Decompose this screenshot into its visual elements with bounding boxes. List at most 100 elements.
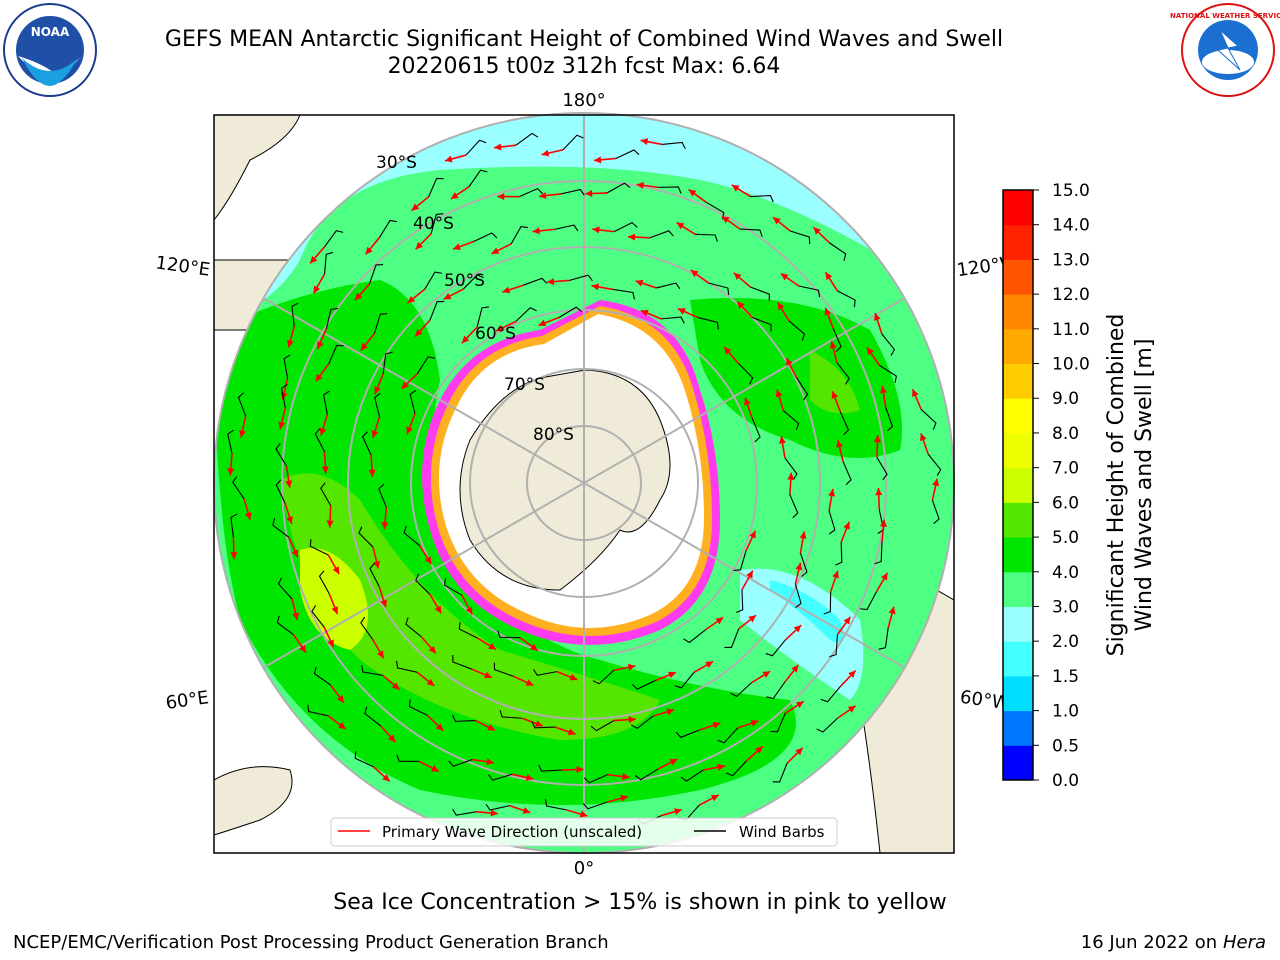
wind-barb [630, 715, 654, 730]
footer-organization: NCEP/EMC/Verification Post Processing Pr… [13, 932, 609, 953]
wave-arrow-head [791, 664, 799, 673]
wind-barb [519, 187, 543, 198]
wind-barb [772, 763, 788, 783]
wave-arrow-head [843, 616, 851, 625]
wind-barb [230, 513, 238, 538]
wave-arrow-head [787, 472, 795, 480]
wave-arrow-head [424, 556, 432, 565]
lat-label-30s: 30°S [376, 153, 417, 173]
wave-arrow-head [525, 679, 534, 686]
wind-barb [837, 290, 856, 308]
colorbar-segment [1003, 294, 1033, 330]
legend-wave-label: Primary Wave Direction (unscaled) [382, 823, 642, 841]
sea-ice-and-antarctica [422, 300, 720, 645]
wind-barb [765, 639, 786, 657]
wind-barb [237, 392, 247, 417]
wave-arrow-head [579, 810, 588, 818]
wind-barb [429, 301, 445, 321]
wave-arrow-head [534, 720, 543, 727]
lon-label-0: 0° [574, 858, 594, 879]
wind-barb [396, 660, 418, 673]
wave-arrow-head [593, 156, 602, 164]
wind-barb [590, 720, 615, 732]
wave-arrow-head [847, 705, 856, 713]
wave-arrow-head [239, 429, 246, 438]
wind-barb [369, 562, 380, 587]
wave-arrow-head [731, 184, 740, 192]
wind-barb [829, 634, 839, 658]
colorbar-segment [1003, 537, 1033, 573]
wind-barb [408, 699, 428, 716]
wave-arrow-head [795, 562, 803, 571]
wind-barb [311, 605, 325, 628]
wave-arrow-head [591, 283, 599, 291]
wind-barb [560, 188, 585, 196]
wind-barb [752, 317, 772, 332]
wave-arrow-head [848, 670, 856, 678]
wave-arrow-head [490, 809, 498, 817]
wind-barb [634, 768, 659, 781]
wind-barb [364, 706, 381, 727]
wave-arrow-head [733, 272, 742, 281]
wind-barb [799, 552, 808, 577]
wave-arrow-head [780, 273, 789, 281]
wind-barb [885, 407, 894, 432]
colorbar-tick-label: 7.0 [1052, 459, 1079, 479]
wave-arrow-head [539, 192, 547, 200]
wind-barb [631, 680, 656, 690]
wind-barb [378, 483, 387, 508]
colorbar-tick-label: 10.0 [1052, 355, 1090, 375]
chart-subtitle: 20220615 t00z 312h fcst Max: 6.64 [387, 54, 781, 79]
colorbar-tick-label: 15.0 [1052, 181, 1090, 201]
wind-barb [485, 803, 510, 811]
wind-barb [476, 306, 489, 328]
wave-arrow-head [278, 421, 286, 430]
colorbar-segment [1003, 745, 1033, 781]
wind-barb [860, 591, 877, 611]
colorbar-segment [1003, 432, 1033, 469]
wind-barb [493, 662, 514, 677]
wind-barb [276, 615, 294, 636]
lon-label-60e: 60°E [164, 687, 210, 714]
colorbar-label-line1: Significant Height of Combined [1104, 314, 1129, 657]
map-frame-border [213, 114, 955, 854]
wave-arrow-head [831, 391, 839, 399]
colorbar-tick-label: 2.0 [1052, 632, 1079, 652]
wind-barb [788, 320, 806, 341]
chart-title: GEFS MEAN Antarctic Significant Height o… [164, 27, 1004, 52]
lat-label-50s: 50°S [444, 271, 485, 291]
wave-arrow-head [415, 241, 424, 250]
wind-barb [515, 307, 537, 322]
wave-arrow-head [360, 342, 368, 351]
wave-arrow-head [443, 292, 452, 300]
wind-barb [881, 333, 896, 356]
wave-arrow-head [338, 722, 346, 730]
wave-arrow-head [486, 758, 494, 766]
wind-barb [452, 655, 472, 670]
wind-barb [313, 666, 332, 686]
wave-arrow-head [873, 313, 881, 321]
wind-barb [448, 759, 473, 767]
wave-arrow-head [319, 427, 327, 436]
wind-barb [465, 139, 487, 156]
wave-arrow-head [406, 426, 413, 435]
wind-barb [568, 274, 593, 282]
colorbar-segment [1003, 641, 1033, 677]
colorbar-tick-label: 6.0 [1052, 493, 1079, 513]
wind-barb [405, 617, 422, 638]
colorbar-segment [1003, 467, 1033, 503]
wave-arrow-head [426, 678, 435, 686]
wave-arrow-head [836, 440, 843, 448]
wave-arrow-head [444, 155, 453, 163]
wind-barb [458, 622, 478, 639]
wave-arrow-head [666, 708, 675, 716]
wave-arrow-head [355, 292, 363, 301]
wave-arrow-head [401, 381, 409, 389]
wind-barb [649, 230, 674, 239]
wind-barb [828, 242, 847, 261]
wind-barb [558, 306, 582, 318]
wind-barb [736, 589, 744, 614]
wave-arrow-head [484, 671, 492, 679]
wave-arrow-head [407, 295, 416, 304]
wave-arrow-head [795, 747, 803, 756]
